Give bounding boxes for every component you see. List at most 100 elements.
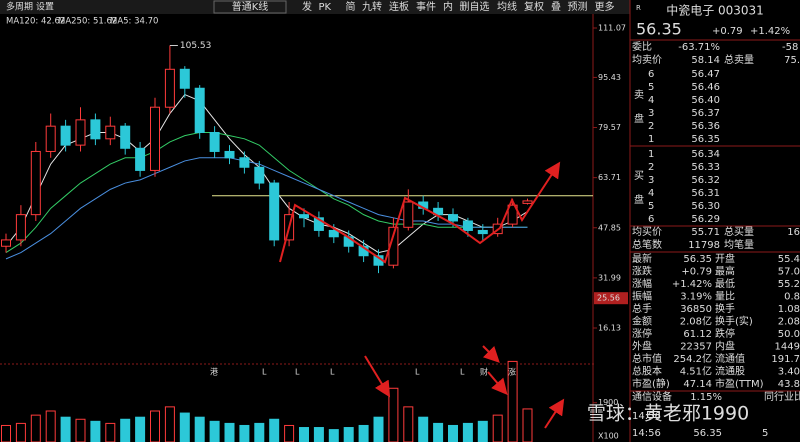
volume-bar <box>209 420 220 442</box>
candle-body <box>30 150 41 216</box>
quote-text: 56.31 <box>691 188 720 199</box>
quote-text: 3 <box>648 175 654 186</box>
quote-text: -63.71% <box>678 42 720 53</box>
quote-text: 57.0 <box>778 267 800 278</box>
quote-text: 涨幅 <box>632 277 652 290</box>
volume-bar <box>418 416 429 442</box>
toolbar-tab[interactable]: PK <box>319 2 332 13</box>
arrow <box>364 355 391 398</box>
candle-body <box>403 201 414 228</box>
volume-bar <box>373 416 384 442</box>
volume-bar <box>343 427 354 442</box>
quote-text: 56.47 <box>691 69 720 80</box>
toolbar-item[interactable]: 设置 <box>36 2 54 13</box>
legend-entry: MA5: 34.70 <box>110 17 158 27</box>
candle-body <box>164 68 175 108</box>
quote-text: 56.32 <box>691 175 720 186</box>
quote-text: 3.19% <box>680 292 712 303</box>
y-tick-label: 16.13 <box>598 323 621 332</box>
volume-bar <box>403 406 414 442</box>
quote-text: 均笔量 <box>724 238 754 251</box>
quote-text: 56.30 <box>691 201 720 212</box>
price-pct: +1.42% <box>750 26 790 37</box>
candle-body <box>522 200 533 204</box>
candle-body <box>328 229 339 238</box>
y-tick-label: 111.07 <box>598 23 626 32</box>
quote-text: 振幅 <box>632 290 652 303</box>
toolbar-tab[interactable]: 叠 <box>551 1 561 13</box>
candle-body <box>135 147 146 171</box>
quote-text: 涨停 <box>632 327 652 340</box>
side-label: 盘 <box>634 112 644 125</box>
candle-body <box>477 229 488 235</box>
quote-text: 市盈(静) <box>632 377 670 390</box>
quote-text: 总卖量 <box>724 53 754 66</box>
quote-text: 16 <box>787 227 800 238</box>
ma-line <box>5 131 528 253</box>
candle-body <box>299 214 309 219</box>
quote-text: 3.40 <box>778 367 800 378</box>
quote-text: 36850 <box>680 304 712 315</box>
quote-text: 总笔数 <box>632 238 662 251</box>
quote-text: +0.79 <box>681 267 712 278</box>
candle-body <box>209 131 220 152</box>
quote-text: 1 <box>648 149 654 160</box>
toolbar-tab[interactable]: 简 <box>346 0 356 13</box>
quote-text: 56.35 <box>691 134 720 145</box>
volume-bar <box>522 408 533 442</box>
quote-text: 43.8 <box>778 379 800 390</box>
volume-bar <box>105 422 116 442</box>
quote-text: 2 <box>648 162 654 173</box>
quote-text: 56.46 <box>691 82 720 93</box>
quote-text: 47.14 <box>683 379 712 390</box>
toolbar-tab[interactable]: 内 <box>443 0 453 13</box>
toolbar-tab[interactable]: 九转 <box>362 0 382 13</box>
toolbar-tab[interactable]: 复权 <box>524 0 544 13</box>
side-label: 卖 <box>634 89 644 101</box>
watermark: 雪球：黄老邪1990 <box>587 403 749 425</box>
event-marker: L <box>415 368 420 377</box>
corner-mark: R <box>636 4 641 12</box>
candle-body <box>90 119 101 140</box>
volume-bar <box>194 416 205 442</box>
volume-unit: X100 <box>598 432 619 441</box>
volume-bar <box>462 422 473 442</box>
quote-text: 56.35 <box>693 428 722 439</box>
volume-bar <box>90 420 101 442</box>
cursor-label: 25.56 <box>597 294 620 303</box>
volume-bar <box>150 410 160 442</box>
y-tick-label: 47.85 <box>598 223 621 232</box>
candle-body <box>150 106 160 171</box>
arrow <box>279 161 561 264</box>
quote-text: 56.29 <box>691 214 720 225</box>
volume-bar <box>448 424 458 442</box>
event-marker: 港 <box>210 367 218 377</box>
y-tick-label: 79.57 <box>598 123 621 132</box>
quote-text: 75. <box>784 55 800 66</box>
volume-bar <box>179 412 190 442</box>
quote-text: 14:56 <box>632 428 661 439</box>
quote-text: 5 <box>648 201 654 212</box>
volume-bar <box>284 424 295 442</box>
candle-body <box>45 125 56 152</box>
quote-text: 56.40 <box>691 95 720 106</box>
toolbar-tab[interactable]: 发 <box>302 0 312 13</box>
quote-text: 开盘 <box>715 252 735 265</box>
toolbar-tab[interactable]: 删自选 <box>460 0 490 13</box>
toolbar-tab[interactable]: 连板 <box>389 0 409 13</box>
quote-text: 同行业比较 <box>764 390 800 403</box>
arrow <box>487 371 508 396</box>
toolbar-tab[interactable]: 事件 <box>416 0 436 13</box>
toolbar-tab[interactable]: 更多 <box>595 0 615 13</box>
quote-text: 换手 <box>715 302 735 315</box>
toolbar-tab[interactable]: 均线 <box>497 0 517 13</box>
quote-text: 58.14 <box>691 55 720 66</box>
ma-line <box>5 93 528 254</box>
toolbar-tab[interactable]: 预测 <box>568 0 588 13</box>
quote-text: 金额 <box>632 315 652 328</box>
volume-bar <box>75 418 86 442</box>
quote-text: 量比 <box>715 291 735 303</box>
toolbar-item[interactable]: 多周期 <box>6 1 33 13</box>
mode-select[interactable]: 普通K线 <box>232 0 269 13</box>
